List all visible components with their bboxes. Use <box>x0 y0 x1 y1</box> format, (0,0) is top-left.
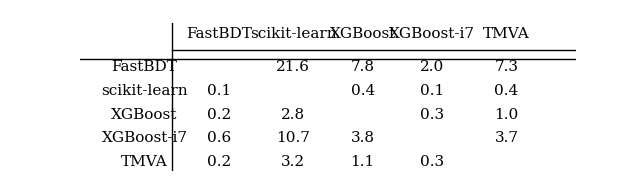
Text: 3.7: 3.7 <box>495 131 518 145</box>
Text: 1.1: 1.1 <box>351 155 375 169</box>
Text: FastBDT: FastBDT <box>111 60 177 74</box>
Text: 0.3: 0.3 <box>420 155 444 169</box>
Text: 3.2: 3.2 <box>281 155 305 169</box>
Text: XGBoost-i7: XGBoost-i7 <box>389 27 475 41</box>
Text: 0.4: 0.4 <box>495 84 518 98</box>
Text: 0.2: 0.2 <box>207 155 231 169</box>
Text: 0.1: 0.1 <box>207 84 231 98</box>
Text: scikit-learn: scikit-learn <box>250 27 337 41</box>
Text: 0.4: 0.4 <box>351 84 375 98</box>
Text: FastBDT: FastBDT <box>186 27 252 41</box>
Text: 3.8: 3.8 <box>351 131 375 145</box>
Text: 7.3: 7.3 <box>495 60 518 74</box>
Text: 10.7: 10.7 <box>276 131 310 145</box>
Text: TMVA: TMVA <box>483 27 530 41</box>
Text: 2.0: 2.0 <box>420 60 444 74</box>
Text: 7.8: 7.8 <box>351 60 375 74</box>
Text: TMVA: TMVA <box>121 155 168 169</box>
Text: 0.1: 0.1 <box>420 84 444 98</box>
Text: 0.6: 0.6 <box>207 131 231 145</box>
Text: 0.2: 0.2 <box>207 108 231 122</box>
Text: XGBoost: XGBoost <box>111 108 178 122</box>
Text: 2.8: 2.8 <box>281 108 305 122</box>
Text: 1.0: 1.0 <box>495 108 518 122</box>
Text: 21.6: 21.6 <box>276 60 310 74</box>
Text: XGBoost-i7: XGBoost-i7 <box>102 131 188 145</box>
Text: scikit-learn: scikit-learn <box>101 84 188 98</box>
Text: 0.3: 0.3 <box>420 108 444 122</box>
Text: XGBoost: XGBoost <box>330 27 396 41</box>
